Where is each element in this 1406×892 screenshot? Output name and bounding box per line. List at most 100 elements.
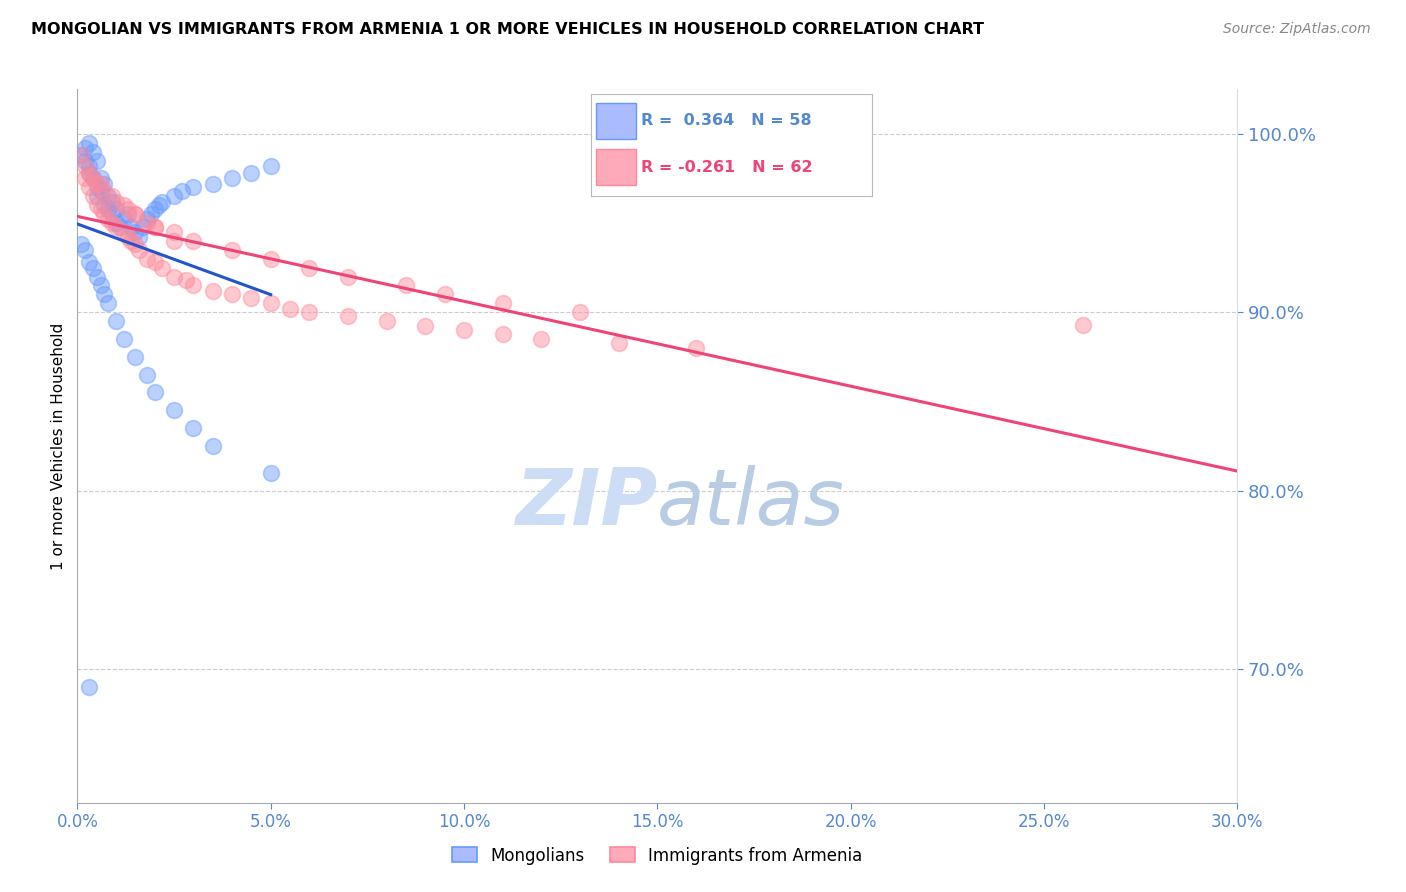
Point xyxy=(183,278,205,293)
Point xyxy=(183,180,205,194)
Point xyxy=(70,148,93,162)
Point xyxy=(143,385,166,400)
Point xyxy=(221,171,243,186)
Point xyxy=(163,269,186,284)
Point xyxy=(75,159,96,173)
Point xyxy=(183,421,205,435)
Point xyxy=(75,141,96,155)
Point xyxy=(260,466,283,480)
Point xyxy=(143,255,166,269)
Point xyxy=(117,202,139,216)
Text: MONGOLIAN VS IMMIGRANTS FROM ARMENIA 1 OR MORE VEHICLES IN HOUSEHOLD CORRELATION: MONGOLIAN VS IMMIGRANTS FROM ARMENIA 1 O… xyxy=(31,22,984,37)
Point xyxy=(201,439,224,453)
Point xyxy=(1071,318,1094,332)
Point xyxy=(86,198,108,212)
Point xyxy=(128,243,150,257)
Point xyxy=(105,202,127,216)
Point xyxy=(93,207,115,221)
Point xyxy=(143,219,166,234)
Text: R = -0.261   N = 62: R = -0.261 N = 62 xyxy=(641,160,813,175)
Text: R =  0.364   N = 58: R = 0.364 N = 58 xyxy=(641,113,811,128)
Point xyxy=(77,136,100,150)
Point xyxy=(260,159,283,173)
Point xyxy=(152,194,174,209)
Point xyxy=(105,219,127,234)
Point xyxy=(124,237,146,252)
Point xyxy=(278,301,301,316)
Point xyxy=(433,287,456,301)
Point xyxy=(108,219,131,234)
Point xyxy=(121,219,143,234)
Point xyxy=(163,225,186,239)
Point xyxy=(201,284,224,298)
Point xyxy=(97,296,120,310)
Point xyxy=(163,189,186,203)
Point xyxy=(298,305,321,319)
Point xyxy=(221,243,243,257)
Point xyxy=(101,189,124,203)
Point xyxy=(77,680,100,694)
Point xyxy=(90,171,111,186)
Point xyxy=(607,335,630,350)
Point xyxy=(93,198,115,212)
Point xyxy=(75,153,96,168)
FancyBboxPatch shape xyxy=(596,149,636,185)
Point xyxy=(101,216,124,230)
Point xyxy=(260,296,283,310)
Point xyxy=(240,166,263,180)
Point xyxy=(201,177,224,191)
Text: ZIP: ZIP xyxy=(515,465,658,541)
Point xyxy=(82,260,104,275)
Point xyxy=(75,171,96,186)
Point xyxy=(112,198,135,212)
Point xyxy=(136,252,159,266)
Point xyxy=(221,287,243,301)
Point xyxy=(183,234,205,248)
Point xyxy=(97,202,120,216)
Point xyxy=(124,350,146,364)
Point xyxy=(77,166,100,180)
Point xyxy=(395,278,418,293)
Point xyxy=(77,159,100,173)
Point xyxy=(101,194,124,209)
Point xyxy=(97,212,120,227)
Point xyxy=(337,309,360,323)
Point xyxy=(82,145,104,159)
Y-axis label: 1 or more Vehicles in Household: 1 or more Vehicles in Household xyxy=(51,322,66,570)
Point xyxy=(90,177,111,191)
Point xyxy=(413,319,436,334)
Point xyxy=(136,368,159,382)
Point xyxy=(143,202,166,216)
Text: Source: ZipAtlas.com: Source: ZipAtlas.com xyxy=(1223,22,1371,37)
Point xyxy=(163,403,186,417)
Point xyxy=(70,148,93,162)
Point xyxy=(124,207,146,221)
Point xyxy=(82,189,104,203)
Point xyxy=(112,212,135,227)
Point xyxy=(117,207,139,221)
Point xyxy=(337,269,360,284)
Point xyxy=(152,260,174,275)
Point xyxy=(132,219,155,234)
Point xyxy=(105,314,127,328)
Point xyxy=(139,207,162,221)
Point xyxy=(453,323,475,337)
Point xyxy=(93,287,115,301)
Point xyxy=(136,212,159,227)
Point xyxy=(143,219,166,234)
Point xyxy=(97,189,120,203)
Point xyxy=(569,305,592,319)
Point xyxy=(121,234,143,248)
Point xyxy=(298,260,321,275)
Point xyxy=(82,171,104,186)
Point xyxy=(136,216,159,230)
Point xyxy=(174,273,197,287)
Point xyxy=(124,207,146,221)
Point xyxy=(75,243,96,257)
Point xyxy=(82,171,104,186)
Point xyxy=(112,332,135,346)
Point xyxy=(375,314,398,328)
Point xyxy=(93,177,115,191)
FancyBboxPatch shape xyxy=(596,103,636,139)
Point xyxy=(86,180,108,194)
